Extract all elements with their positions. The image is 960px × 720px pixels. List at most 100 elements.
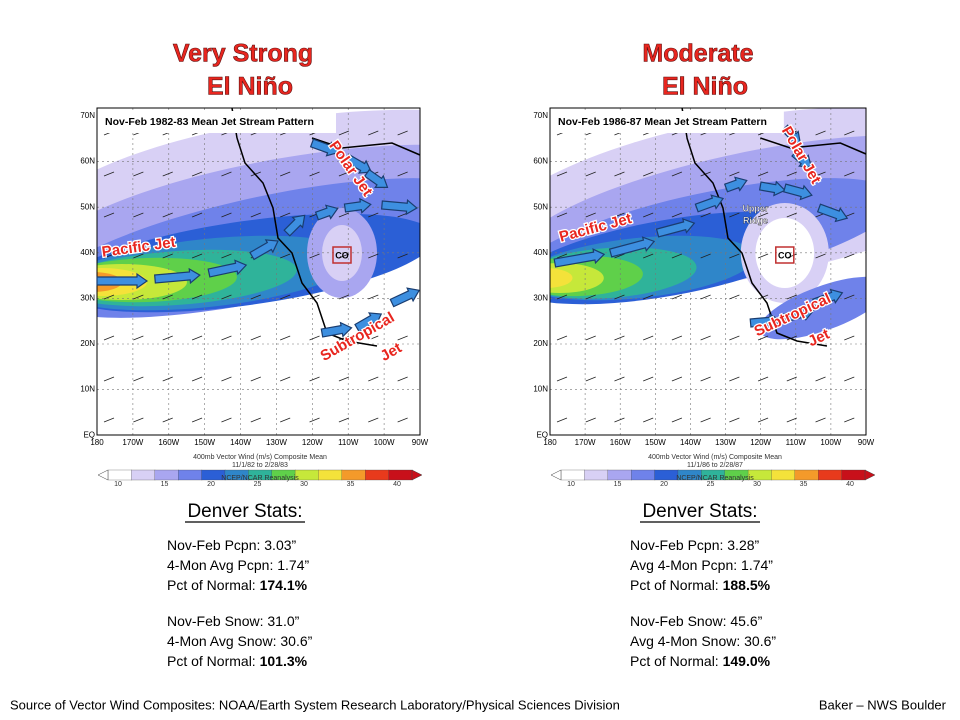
jet-arrow: [314, 204, 339, 221]
wind-contour: [759, 276, 866, 340]
colorbar-segment: [107, 469, 133, 481]
wind-vector: [700, 294, 711, 300]
wind-vector: [729, 417, 740, 423]
colorbar-caption: 400mb Vector Wind (m/s) Composite Mean: [648, 454, 782, 461]
stat-value: 31.0”: [267, 613, 299, 629]
colorbar-segment: [794, 469, 819, 481]
lat-label: EQ: [536, 430, 548, 439]
jet-arrow: [608, 236, 656, 258]
map: Nov-Feb 1986-87 Mean Jet Stream Pattern 7…: [533, 107, 875, 447]
stat-label: Pct of Normal:: [167, 577, 260, 593]
colorbar-tick-label: 20: [660, 481, 668, 488]
wind-vector: [844, 253, 855, 259]
jet-arrow: [320, 321, 353, 338]
wind-vector: [556, 253, 568, 259]
colorbar-tick-label: 15: [161, 481, 169, 488]
wind-vector: [614, 253, 625, 259]
wind-vector: [397, 335, 408, 341]
wind-vector: [250, 376, 261, 382]
wind-vector: [844, 171, 855, 177]
wind-vector: [133, 376, 144, 382]
colorbar-end: [550, 469, 562, 481]
wind-contour: [550, 263, 604, 293]
wind-vector: [729, 335, 740, 341]
colorbar-end: [97, 469, 109, 481]
wind-vector: [221, 253, 232, 259]
colorbar-segment: [818, 469, 843, 481]
jet-arrow: [783, 183, 813, 201]
stat-line: Nov-Feb Pcpn: 3.03”: [167, 537, 297, 553]
colorbar-segment: [365, 469, 390, 481]
jet-arrow: [723, 176, 748, 193]
date-range: 11/1/82 to 2/28/83: [232, 462, 288, 469]
lon-label: 100W: [374, 438, 395, 447]
wind-vector: [729, 253, 740, 259]
lon-label: 160W: [158, 438, 179, 447]
low-box: [775, 246, 795, 264]
wind-vector: [786, 376, 797, 382]
panel-title: Moderate: [642, 40, 753, 68]
wind-vector: [221, 335, 232, 341]
stat-label: Nov-Feb Pcpn:: [630, 537, 727, 553]
wind-vector: [133, 253, 144, 259]
wind-vector: [397, 376, 408, 382]
stat-label: Avg 4-Mon Snow:: [630, 633, 744, 649]
colorbar-tick-label: 30: [300, 481, 308, 488]
jet-arrow: [816, 203, 849, 223]
wind-vector: [671, 212, 683, 218]
wind-vector: [221, 294, 232, 300]
jet-arrow: [207, 259, 248, 278]
lat-label: 40N: [533, 248, 548, 257]
colorbar-segment: [841, 469, 866, 481]
jet-arrow: [783, 305, 815, 323]
wind-vector: [585, 294, 596, 300]
colorbar-tick-label: 10: [567, 481, 575, 488]
map-frame: [96, 107, 421, 436]
wind-vector: [280, 335, 291, 341]
wind-vector: [191, 253, 203, 259]
wind-vector: [556, 376, 568, 382]
colorbar-segment: [154, 469, 179, 481]
wind-vector: [338, 253, 350, 259]
wind-vector: [585, 376, 596, 382]
lon-label: 110W: [338, 438, 359, 447]
wind-vector: [614, 212, 625, 218]
wind-vector: [368, 212, 379, 218]
colorbar-end: [411, 469, 423, 481]
colorbar-segment: [318, 469, 343, 481]
wind-vector: [786, 417, 797, 423]
colorbar-caption: 400mb Vector Wind (m/s) Composite Mean: [193, 454, 327, 461]
wind-vector: [368, 417, 379, 423]
wind-vector: [221, 417, 232, 423]
wind-vector: [643, 294, 654, 300]
wind-vector: [162, 171, 173, 177]
wind-vector: [556, 171, 568, 177]
wind-vector: [368, 253, 379, 259]
wind-vector: [397, 130, 408, 136]
wind-vector: [103, 253, 115, 259]
wind-vector: [700, 335, 711, 341]
stat-line: Pct of Normal: 149.0%: [630, 653, 771, 669]
lon-label: 100W: [820, 438, 841, 447]
stat-line: Nov-Feb Snow: 45.6”: [630, 613, 763, 629]
wind-vector: [844, 376, 855, 382]
wind-vector: [309, 417, 320, 423]
lon-label: 130W: [266, 438, 287, 447]
colorbar-tick-label: 40: [846, 481, 854, 488]
stat-label: Nov-Feb Pcpn:: [167, 537, 264, 553]
wind-vector: [700, 417, 711, 423]
wind-vector: [397, 417, 408, 423]
wind-vector: [671, 171, 683, 177]
footer-credit: Baker – NWS Boulder: [819, 697, 947, 712]
lat-label: 20N: [80, 339, 95, 348]
lon-label: 170W: [575, 438, 596, 447]
colorbar-tick-label: 10: [114, 481, 122, 488]
wind-vector: [103, 335, 115, 341]
wind-vector: [786, 212, 797, 218]
panel-title: Very Strong: [173, 40, 313, 68]
map-title: Nov-Feb 1982-83 Mean Jet Stream Pattern: [105, 116, 314, 128]
jet-arrow: [381, 199, 418, 216]
low-box: [332, 246, 352, 264]
colorbar-segment: [388, 469, 413, 481]
